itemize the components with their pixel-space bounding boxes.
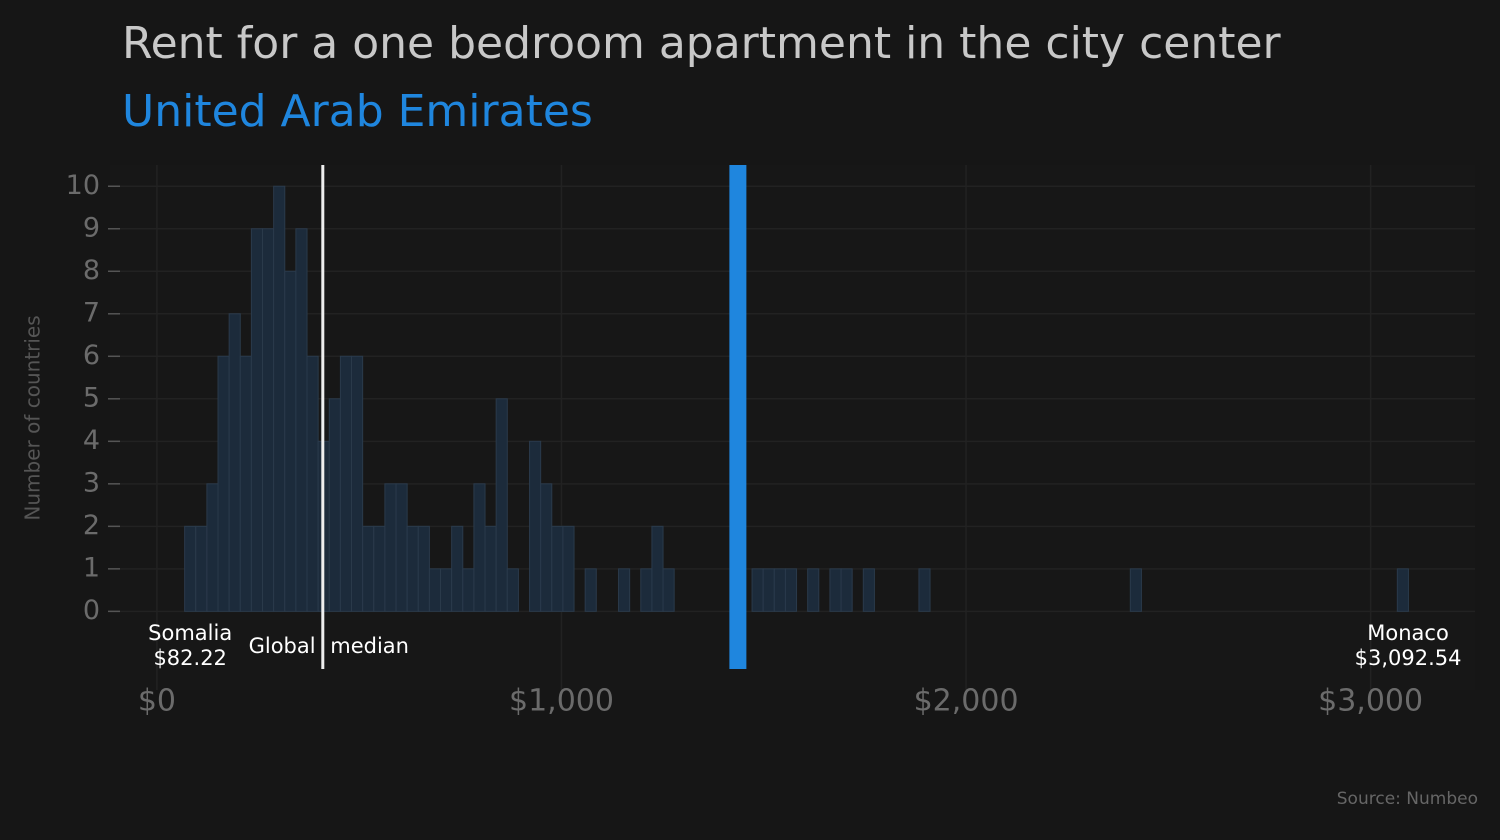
bar [540, 483, 553, 612]
bar [228, 313, 241, 612]
y-tick-label: 7 [83, 297, 100, 328]
bar [662, 568, 675, 612]
x-tick-label: $3,000 [1318, 684, 1423, 719]
median-label: Global median [249, 634, 409, 658]
bar [495, 398, 508, 612]
bar [217, 355, 230, 612]
bar [651, 525, 664, 612]
bar [362, 525, 375, 612]
x-tick-label: $2,000 [914, 684, 1019, 719]
bar [551, 525, 564, 612]
bar [417, 525, 430, 612]
y-tick-label: 5 [83, 382, 100, 413]
bar [918, 568, 931, 612]
bar [339, 355, 353, 612]
bar [451, 525, 464, 612]
bar [262, 228, 275, 612]
y-tick-label: 4 [83, 425, 100, 456]
bar [829, 568, 842, 612]
bar [807, 568, 820, 612]
bar [506, 568, 519, 612]
chart-title: Rent for a one bedroom apartment in the … [122, 18, 1282, 69]
y-tick-label: 1 [83, 552, 100, 583]
bar [284, 270, 297, 612]
y-tick-label: 9 [83, 212, 100, 243]
bar [195, 525, 208, 612]
bar [484, 525, 497, 612]
bar [384, 483, 397, 612]
annotation-value: $82.22 [153, 646, 226, 670]
source: Source: Numbeo [1337, 789, 1478, 809]
bar [473, 483, 486, 612]
y-tick-label: 3 [83, 467, 100, 498]
y-tick-label: 2 [83, 510, 100, 541]
bar [529, 440, 542, 612]
bar [751, 568, 764, 612]
y-axis-label: Number of countries [21, 315, 45, 520]
bar [239, 355, 252, 612]
bar [395, 483, 408, 612]
y-tick-label: 8 [83, 255, 100, 286]
bar [428, 568, 442, 612]
annotation-label: Somalia [148, 621, 232, 645]
bar [1129, 568, 1142, 612]
x-tick-label: $0 [138, 684, 176, 719]
bar [584, 568, 597, 612]
y-tick-label: 6 [83, 340, 100, 371]
annotation-label: Monaco [1367, 621, 1449, 645]
bar [762, 568, 775, 612]
bar [840, 568, 853, 612]
bar [862, 568, 875, 612]
y-tick-label: 10 [66, 170, 100, 201]
bar [250, 228, 264, 612]
bar [462, 568, 475, 612]
bar [640, 568, 653, 612]
bar [373, 525, 386, 612]
y-tick-label: 0 [83, 595, 100, 626]
bar [440, 568, 453, 612]
bar [773, 568, 786, 612]
bar [295, 228, 308, 612]
bar [351, 355, 364, 612]
bar [1396, 568, 1409, 612]
bar [306, 355, 319, 612]
bar [784, 568, 798, 612]
bar [273, 185, 286, 612]
chart-subtitle: United Arab Emirates [122, 86, 593, 137]
annotation-value: $3,092.54 [1355, 646, 1462, 670]
bar [184, 525, 197, 612]
x-tick-label: $1,000 [509, 684, 614, 719]
bar [618, 568, 631, 612]
bar [328, 398, 341, 612]
bar [562, 525, 575, 612]
bar [206, 483, 219, 612]
bar [406, 525, 419, 612]
